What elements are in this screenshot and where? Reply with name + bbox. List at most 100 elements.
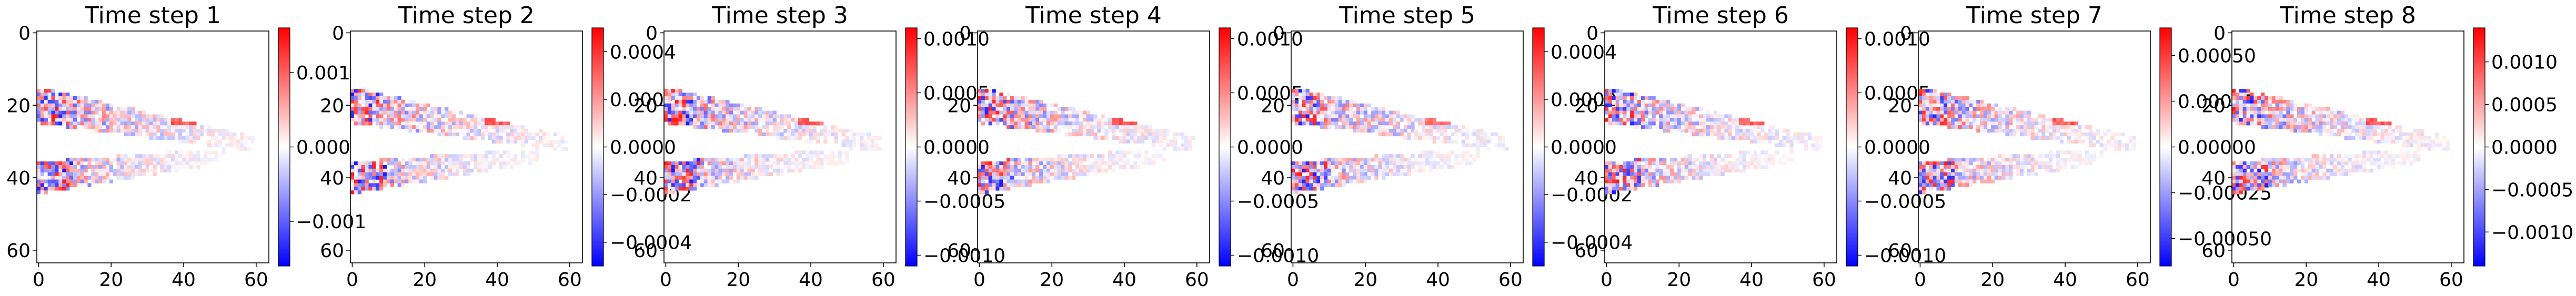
heatmap-cell [2250,99,2254,104]
heatmap-cell [1984,103,1988,107]
heatmap-cell [1940,176,1944,180]
heatmap-cell [1984,121,1988,126]
heatmap-cell [978,96,982,100]
heatmap-cell [1929,121,1933,126]
heatmap-cell [1072,114,1076,118]
heatmap-cell [1086,121,1090,126]
heatmap-cell [2297,121,2301,126]
heatmap-cell [1666,118,1671,122]
heatmap-cell [1626,179,1631,183]
heatmap-cell [722,107,726,111]
heatmap-cell [80,103,84,107]
heatmap-cell [830,158,835,162]
heatmap-cell [357,114,361,118]
heatmap-cell [1933,176,1937,180]
heatmap-cell [397,107,401,111]
heatmap-cell [2016,114,2020,118]
heatmap-cell [1032,158,1036,162]
heatmap-cell [1472,129,1476,133]
heatmap-cell [1090,121,1094,126]
heatmap-cell [1035,121,1040,126]
heatmap-cell [1356,114,1361,118]
heatmap-cell [743,110,748,115]
heatmap-cell [675,107,679,111]
heatmap-cell [1418,154,1422,158]
heatmap-cell [1947,93,1951,97]
heatmap-cell [379,179,384,183]
heatmap-cell [675,179,679,183]
heatmap-cell [474,132,478,137]
heatmap-cell [1353,165,1357,169]
heatmap-cell [354,99,358,104]
heatmap-cell [239,136,244,140]
heatmap-cell [1677,121,1681,126]
heatmap-cell [2059,132,2064,137]
heatmap-cell [1082,129,1087,133]
heatmap-cell [1615,99,1619,104]
heatmap-cell [376,99,380,104]
heatmap-cell [2081,158,2086,162]
heatmap-cell [1345,110,1350,115]
heatmap-cell [1447,150,1451,155]
heatmap-cell [1151,158,1155,162]
heatmap-cell [397,110,401,115]
heatmap-cell [2293,129,2298,133]
heatmap-cell [1111,129,1116,133]
heatmap-cell [1451,139,1455,144]
heatmap-cell [350,190,355,195]
heatmap-cell [736,158,740,162]
heatmap-cell [1655,183,1659,187]
heatmap-cell [1137,136,1141,140]
heatmap-cell [1349,118,1353,122]
heatmap-cell [2019,132,2024,137]
heatmap-cell [156,161,160,166]
heatmap-cell [1976,161,1980,166]
heatmap-cell [1797,132,1801,137]
heatmap-cell [225,129,229,133]
heatmap-cell [1703,165,1707,169]
heatmap-cell [671,190,675,195]
heatmap-cell [834,136,839,140]
heatmap-cell [1151,132,1155,137]
heatmap-cell [1028,165,1032,169]
heatmap-cell [1648,118,1652,122]
heatmap-cell [718,114,722,118]
heatmap-cell [2009,154,2013,158]
heatmap-cell [1673,110,1678,115]
heatmap-cell [445,165,449,169]
heatmap-cell [1990,103,1995,107]
heatmap-cell [441,110,445,115]
heatmap-cell [711,183,715,187]
heatmap-cell [361,179,365,183]
heatmap-cell [1608,179,1613,183]
x-tick-label: 40 [172,269,196,291]
heatmap-cell [1324,103,1328,107]
heatmap-cell [1673,172,1678,176]
heatmap-cell [477,168,481,173]
heatmap-cell [772,114,777,118]
heatmap-cell [1298,89,1302,93]
heatmap-cell [2096,139,2100,144]
heatmap-cell [40,168,45,173]
heatmap-cell [1659,99,1663,104]
heatmap-cell [1053,172,1058,176]
heatmap-cell [1334,118,1339,122]
heatmap-cell [1130,165,1134,169]
heatmap-cell [2034,158,2038,162]
heatmap-cell [1141,132,1145,137]
heatmap-cell [1720,168,1725,173]
heatmap-cell [2279,103,2283,107]
heatmap-cell [1367,118,1371,122]
heatmap-cell [2012,132,2017,137]
heatmap-cell [376,114,380,118]
heatmap-cell [1973,176,1977,180]
heatmap-cell [1148,132,1152,137]
heatmap-cell [2330,121,2334,126]
heatmap-cell [1476,154,1480,158]
heatmap-cell [693,161,697,166]
heatmap-cell [2271,107,2276,111]
heatmap-cell [1608,176,1613,180]
heatmap-cell [2300,114,2305,118]
heatmap-cell [2063,150,2067,155]
heatmap-cell [1742,150,1747,155]
